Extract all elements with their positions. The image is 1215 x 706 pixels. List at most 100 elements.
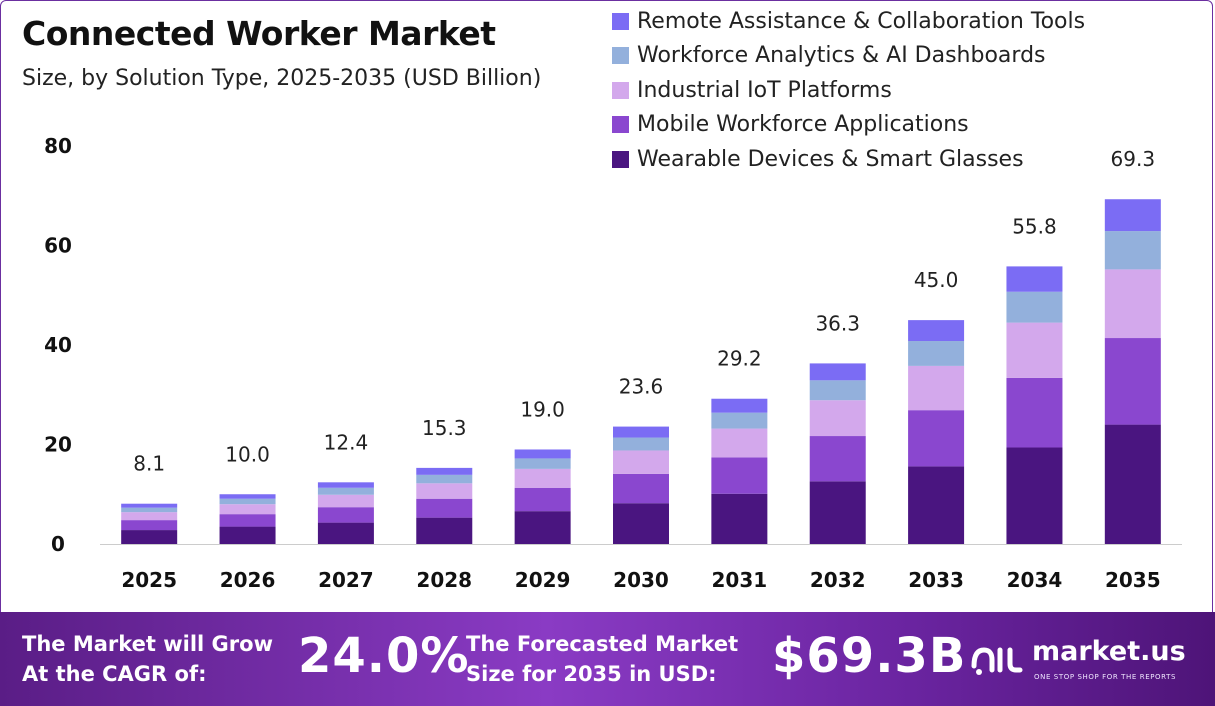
bar-segment-2031-4 xyxy=(711,412,768,429)
x-tick-label: 2031 xyxy=(712,568,768,592)
bar-total-label: 36.3 xyxy=(815,311,860,335)
bar-segment-2026-2 xyxy=(219,514,276,527)
y-tick-label: 80 xyxy=(44,134,72,158)
bar-segment-2026-3 xyxy=(219,504,276,515)
bar-segment-2029-4 xyxy=(514,458,571,469)
bar-segment-2033-1 xyxy=(908,466,965,544)
bar-segment-2030-1 xyxy=(613,503,669,544)
legend-label-industrial-iot: Industrial IoT Platforms xyxy=(637,77,892,103)
bar-total-label: 12.4 xyxy=(324,430,369,454)
bar-segment-2031-1 xyxy=(711,493,768,544)
bar-segment-2035-5 xyxy=(1104,199,1161,232)
chart-title: Connected Worker Market xyxy=(22,14,496,53)
bar-chart: 0 20 40 60 80 8.1 2025 10.0 2026 12.4 2027 15.3 2028… xyxy=(44,134,1182,592)
bar-segment-2029-3 xyxy=(514,468,571,488)
x-tick-label: 2032 xyxy=(810,568,866,592)
bar-total-label: 15.3 xyxy=(422,416,467,440)
bar-segment-2025-5 xyxy=(121,503,178,508)
bar-segment-2027-1 xyxy=(317,522,374,544)
y-tick-label: 40 xyxy=(44,333,72,357)
legend-item-industrial-iot: Industrial IoT Platforms xyxy=(612,73,1085,108)
market-us-logo-icon xyxy=(971,647,1023,675)
bar-total-label: 45.0 xyxy=(914,268,959,292)
bar-segment-2032-1 xyxy=(809,481,866,544)
legend-label-remote-assistance: Remote Assistance & Collaboration Tools xyxy=(637,8,1086,34)
x-tick-label: 2028 xyxy=(416,568,472,592)
bar-segment-2035-1 xyxy=(1104,424,1161,544)
x-tick-label: 2035 xyxy=(1105,568,1161,592)
bar-segment-2035-4 xyxy=(1104,231,1161,270)
bar-segment-2034-5 xyxy=(1006,266,1063,292)
bar-segment-2029-1 xyxy=(514,511,571,544)
bar-segment-2028-3 xyxy=(416,483,473,499)
bar-segment-2029-5 xyxy=(514,449,571,459)
bar-segment-2027-2 xyxy=(317,507,374,523)
bar-segment-2027-3 xyxy=(317,494,374,508)
x-tick-label: 2025 xyxy=(121,568,177,592)
bar-total-label: 23.6 xyxy=(619,375,664,399)
bar-segment-2035-2 xyxy=(1104,338,1161,425)
bar-segment-2029-2 xyxy=(514,487,571,512)
forecast-caption-line1: The Forecasted Market xyxy=(466,632,739,656)
bar-total-label: 19.0 xyxy=(520,397,565,421)
x-tick-label: 2027 xyxy=(318,568,374,592)
bar-segment-2030-5 xyxy=(613,426,669,438)
bar-segment-2032-3 xyxy=(809,400,866,437)
cagr-caption-line2: At the CAGR of: xyxy=(22,662,207,686)
legend-label-wearable-devices: Wearable Devices & Smart Glasses xyxy=(637,146,1024,172)
brand-logo-block[interactable]: market.us ONE STOP SHOP FOR THE REPORTS xyxy=(970,632,1200,688)
bar-segment-2031-2 xyxy=(711,457,768,494)
bar-segment-2028-4 xyxy=(416,474,473,484)
bar-total-label: 69.3 xyxy=(1111,147,1156,171)
bar-total-label: 55.8 xyxy=(1012,214,1057,238)
x-tick-label: 2033 xyxy=(908,568,964,592)
legend-item-remote-assistance: Remote Assistance & Collaboration Tools xyxy=(612,4,1085,39)
footer-banner: The Market will Grow At the CAGR of: 24.… xyxy=(0,612,1215,706)
bar-total-label: 29.2 xyxy=(717,347,762,371)
bar-segment-2030-4 xyxy=(613,437,669,451)
bar-segment-2032-2 xyxy=(809,436,866,482)
bar-segment-2025-4 xyxy=(121,507,178,513)
chart-legend: Remote Assistance & Collaboration Tools … xyxy=(612,4,1085,177)
forecast-caption-line2: Size for 2035 in USD: xyxy=(466,662,717,686)
forecast-value: $69.3B xyxy=(772,628,967,684)
x-tick-label: 2029 xyxy=(515,568,571,592)
y-tick-label: 60 xyxy=(44,234,72,258)
bar-segment-2028-1 xyxy=(416,517,473,544)
brand-tagline: ONE STOP SHOP FOR THE REPORTS xyxy=(1034,673,1177,681)
bar-segment-2030-2 xyxy=(613,473,669,504)
y-tick-label: 0 xyxy=(51,532,65,556)
x-tick-label: 2030 xyxy=(613,568,669,592)
bar-total-label: 10.0 xyxy=(225,442,270,466)
legend-swatch-wearable-devices xyxy=(612,150,629,168)
x-tick-label: 2026 xyxy=(220,568,276,592)
bar-segment-2026-1 xyxy=(219,526,276,544)
legend-swatch-workforce-analytics xyxy=(612,47,629,65)
brand-name: market.us xyxy=(1032,636,1186,667)
legend-swatch-mobile-workforce xyxy=(612,116,629,134)
bar-segment-2032-4 xyxy=(809,380,866,401)
bar-total-label: 8.1 xyxy=(133,452,165,476)
x-tick-label: 2034 xyxy=(1007,568,1063,592)
bar-segment-2033-5 xyxy=(908,320,965,342)
cagr-caption-line1: The Market will Grow xyxy=(22,632,273,656)
bar-segment-2025-1 xyxy=(121,530,178,544)
bar-segment-2031-5 xyxy=(711,398,768,413)
bar-segment-2030-3 xyxy=(613,450,669,474)
forecast-caption: The Forecasted Market Size for 2035 in U… xyxy=(466,629,738,689)
bar-segment-2033-2 xyxy=(908,410,965,467)
y-tick-label: 20 xyxy=(44,433,72,457)
bar-segment-2034-1 xyxy=(1006,447,1063,544)
legend-swatch-remote-assistance xyxy=(612,12,629,30)
bar-segment-2032-5 xyxy=(809,363,866,381)
legend-label-mobile-workforce: Mobile Workforce Applications xyxy=(637,112,969,138)
bar-segment-2034-3 xyxy=(1006,322,1063,378)
bar-segment-2025-2 xyxy=(121,520,178,531)
bar-segment-2025-3 xyxy=(121,512,178,521)
bar-segment-2028-5 xyxy=(416,467,473,475)
legend-swatch-industrial-iot xyxy=(612,81,629,99)
bar-segment-2027-4 xyxy=(317,487,374,495)
bar-segment-2033-4 xyxy=(908,341,965,366)
cagr-value: 24.0% xyxy=(298,628,470,684)
legend-item-wearable-devices: Wearable Devices & Smart Glasses xyxy=(612,142,1085,177)
